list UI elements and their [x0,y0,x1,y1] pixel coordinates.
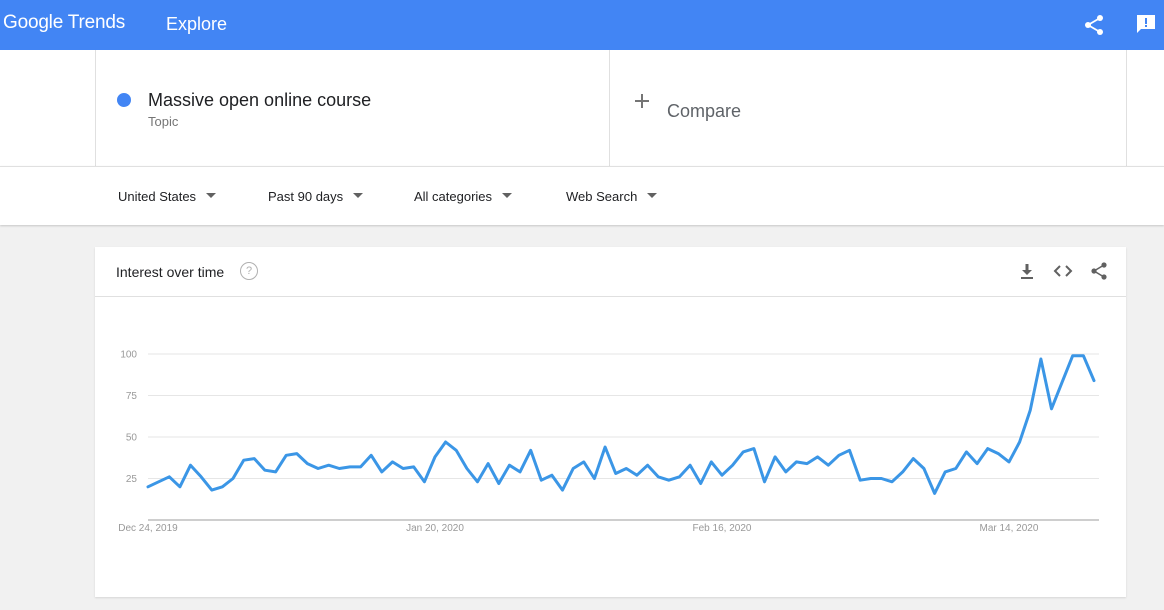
compare-card[interactable]: Compare [609,50,1127,166]
y-tick-label: 75 [126,391,138,402]
search-term-card[interactable]: Massive open online course Topic [95,50,610,166]
x-tick-label: Dec 24, 2019 [118,523,178,534]
category-filter-label: All categories [414,189,493,204]
dropdown-caret-icon [206,193,217,199]
x-tick-label: Mar 14, 2020 [979,523,1038,534]
card-title: Interest over time [116,264,225,280]
dropdown-caret-icon [502,193,513,199]
google-trends-logo[interactable]: Google Trends [3,12,126,33]
feedback-icon[interactable] [1134,12,1158,36]
search-type-filter-label: Web Search [566,189,638,204]
card-header: Interest over time ? [95,247,1126,297]
region-filter-label: United States [118,189,197,204]
search-type-filter[interactable]: Web Search [566,189,658,204]
term-color-dot [117,93,131,107]
time-range-filter-label: Past 90 days [268,189,344,204]
share-icon[interactable] [1089,261,1109,281]
y-tick-label: 50 [126,433,138,444]
dropdown-caret-icon [353,193,364,199]
download-icon[interactable] [1017,261,1037,281]
compare-label[interactable]: Compare [667,101,742,121]
page-title: Explore [166,14,228,34]
top-bar: Google Trends Explore [0,0,1164,50]
search-term-type: Topic [148,114,179,129]
dropdown-caret-icon [647,193,658,199]
y-tick-label: 100 [120,350,137,361]
search-term-name[interactable]: Massive open online course [148,90,372,110]
help-icon[interactable]: ? [240,262,258,280]
region-filter[interactable]: United States [118,189,217,204]
y-tick-label: 25 [126,474,138,485]
filter-bar: United States Past 90 days All categorie… [0,166,1164,225]
x-tick-label: Feb 16, 2020 [693,523,752,534]
embed-icon[interactable] [1053,261,1073,281]
search-term-bar: Massive open online course Topic Compare [0,50,1164,166]
share-icon[interactable] [1082,13,1106,37]
x-tick-label: Jan 20, 2020 [406,523,464,534]
category-filter[interactable]: All categories [414,189,513,204]
interest-over-time-card: Interest over time ? 25 50 75 100 Dec 24, 20… [95,247,1126,597]
plus-icon [635,94,649,108]
time-range-filter[interactable]: Past 90 days [268,189,364,204]
interest-line-chart: 25 50 75 100 Dec 24, 2019 Jan 20, 2020 Feb 16,… [118,350,1099,534]
series-line [146,354,1096,495]
